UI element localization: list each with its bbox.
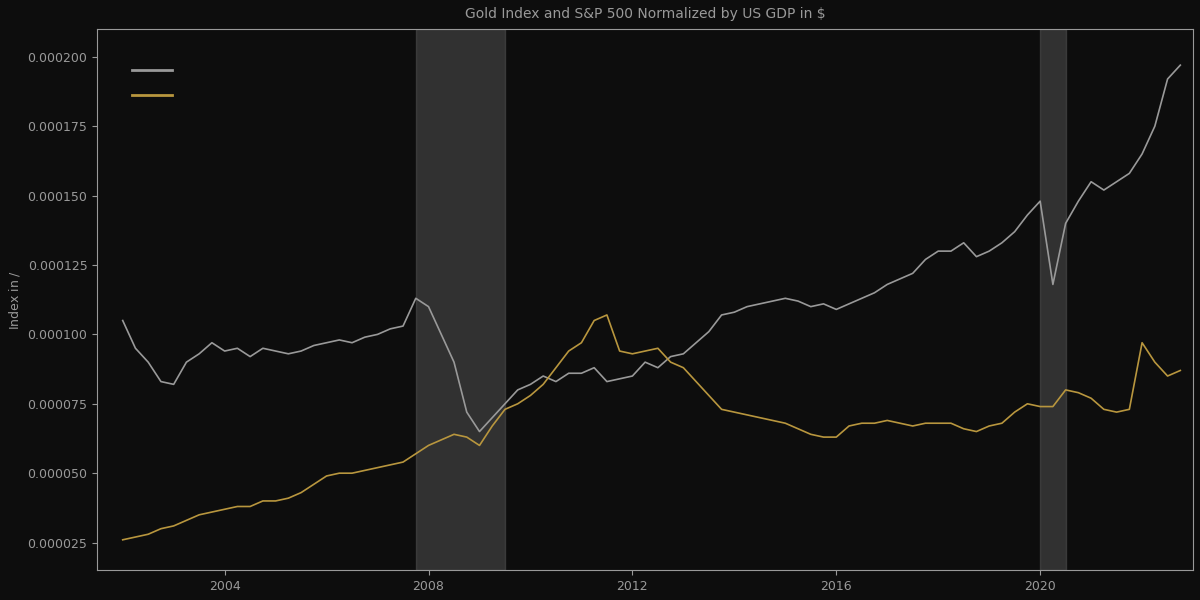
Y-axis label: Index in $ / $: Index in $ / $: [7, 269, 22, 330]
Bar: [1040, 29, 1066, 571]
Title: Gold Index and S&P 500 Normalized by US GDP in $: Gold Index and S&P 500 Normalized by US …: [464, 7, 826, 21]
Bar: [415, 29, 505, 571]
